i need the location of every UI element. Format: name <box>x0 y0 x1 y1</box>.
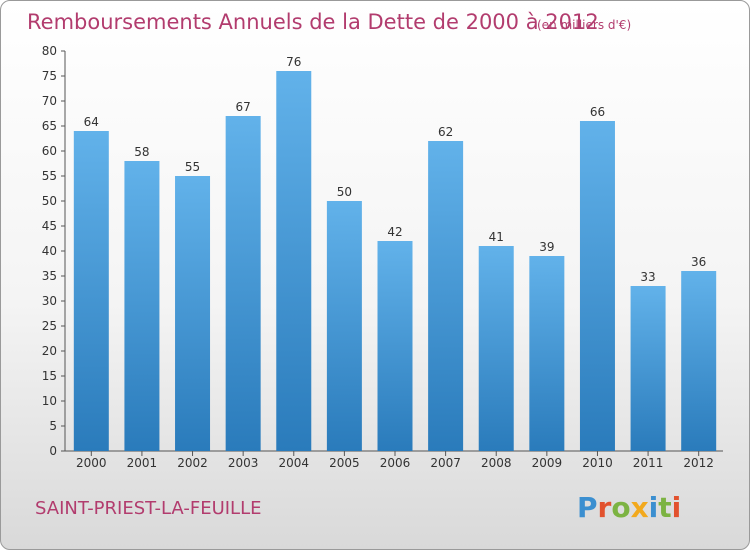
data-label-2002: 55 <box>185 160 200 174</box>
y-tick-label: 45 <box>42 219 57 233</box>
bar-2006 <box>377 241 413 451</box>
data-label-2001: 58 <box>134 145 149 159</box>
data-label-2007: 62 <box>438 125 453 139</box>
commune-name: SAINT-PRIEST-LA-FEUILLE <box>35 498 262 519</box>
y-tick-label: 55 <box>42 169 57 183</box>
x-tick-label-2000: 2000 <box>76 456 107 470</box>
data-label-2004: 76 <box>286 55 301 69</box>
y-tick-label: 10 <box>42 394 57 408</box>
y-tick-label: 0 <box>49 444 57 458</box>
bar-2005 <box>326 201 362 451</box>
bar-2008 <box>478 246 514 451</box>
bar-2007 <box>428 141 464 451</box>
data-label-2000: 64 <box>84 115 99 129</box>
y-tick-label: 70 <box>42 94 57 108</box>
y-tick-label: 30 <box>42 294 57 308</box>
brand-logo-text: Proxiti <box>577 491 681 524</box>
data-label-2010: 66 <box>590 105 605 119</box>
y-tick-label: 35 <box>42 269 57 283</box>
x-tick-label-2010: 2010 <box>582 456 613 470</box>
proxiti-logo: Proxiti <box>577 491 681 524</box>
y-tick-label: 40 <box>42 244 57 258</box>
x-tick-label-2003: 2003 <box>228 456 259 470</box>
x-tick-label-2004: 2004 <box>278 456 309 470</box>
y-tick-label: 5 <box>49 419 57 433</box>
data-label-2006: 42 <box>387 225 402 239</box>
data-label-2008: 41 <box>489 230 504 244</box>
y-tick-label: 50 <box>42 194 57 208</box>
y-tick-label: 20 <box>42 344 57 358</box>
x-tick-label-2011: 2011 <box>633 456 664 470</box>
y-tick-label: 80 <box>42 44 57 58</box>
data-label-2011: 33 <box>640 270 655 284</box>
data-label-2009: 39 <box>539 240 554 254</box>
bar-2009 <box>529 256 565 451</box>
x-tick-label-2009: 2009 <box>532 456 563 470</box>
bar-2012 <box>681 271 717 451</box>
y-tick-label: 15 <box>42 369 57 383</box>
x-tick-label-2005: 2005 <box>329 456 360 470</box>
data-label-2012: 36 <box>691 255 706 269</box>
x-tick-label-2012: 2012 <box>683 456 714 470</box>
x-tick-label-2001: 2001 <box>127 456 158 470</box>
y-tick-label: 25 <box>42 319 57 333</box>
bar-2011 <box>630 286 666 451</box>
data-label-2005: 50 <box>337 185 352 199</box>
bar-2002 <box>175 176 211 451</box>
chart-title: Remboursements Annuels de la Dette de 20… <box>27 10 599 34</box>
x-tick-label-2008: 2008 <box>481 456 512 470</box>
y-tick-label: 65 <box>42 119 57 133</box>
x-tick-label-2002: 2002 <box>177 456 208 470</box>
bar-2003 <box>225 116 261 451</box>
x-ticks: 2000 2001 2002 2003 2004 2005 2006 2007 2008 2009… <box>76 451 714 470</box>
data-label-2003: 67 <box>236 100 251 114</box>
y-tick-label: 75 <box>42 69 57 83</box>
bar-2000 <box>73 131 109 451</box>
y-ticks: 0 5 10 15 20 25 30 35 40 45 50 55 60 65 70 75 80 <box>42 44 65 458</box>
x-tick-label-2007: 2007 <box>430 456 461 470</box>
bars: 64 58 55 67 76 50 42 62 41 39 66 33 36 <box>73 55 717 451</box>
bar-2004 <box>276 71 312 451</box>
x-tick-label-2006: 2006 <box>380 456 411 470</box>
bar-2010 <box>579 121 615 451</box>
bar-2001 <box>124 161 160 451</box>
y-tick-label: 60 <box>42 144 57 158</box>
chart-unit: (en milliers d'€) <box>537 18 631 32</box>
